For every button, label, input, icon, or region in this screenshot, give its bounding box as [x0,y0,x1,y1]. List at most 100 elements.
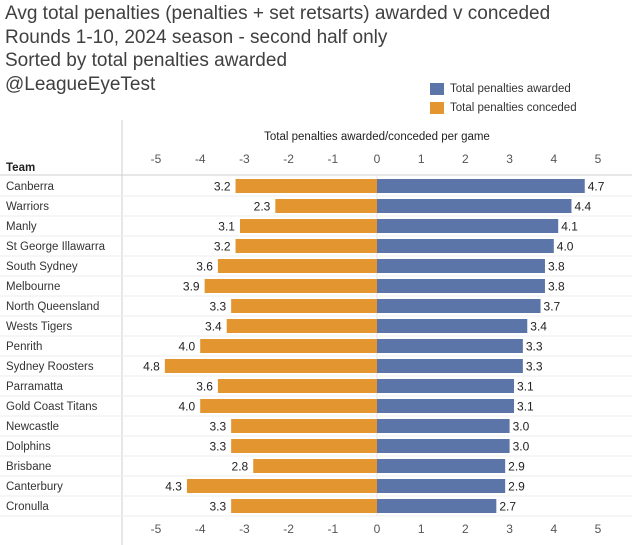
bar-awarded [377,279,545,293]
x-tick-label-top: -1 [327,152,338,166]
team-label: South Sydney [6,261,78,273]
chart-sort-note: Sorted by total penalties awarded [5,50,288,71]
bar-awarded [377,319,528,333]
team-label: Sydney Roosters [6,361,94,373]
x-tick-label-top: 4 [550,152,557,166]
bar-awarded-value: 3.3 [526,340,543,354]
bar-awarded-value: 4.0 [557,240,574,254]
legend: Total penalties awarded Total penalties … [430,79,577,117]
team-label: Parramatta [6,381,63,393]
bar-conceded [253,459,377,473]
team-label: St George Illawarra [6,241,106,253]
bar-conceded-value: 4.8 [143,360,160,374]
bar-awarded-value: 3.0 [513,420,530,434]
bar-awarded-value: 2.9 [508,480,525,494]
bar-awarded-value: 2.7 [499,500,516,514]
team-label: Canberra [6,181,55,193]
bar-conceded-value: 2.8 [232,460,249,474]
bar-conceded [231,499,377,513]
x-tick-label-bottom: 4 [550,522,557,536]
bar-conceded-value: 3.2 [214,180,231,194]
chart-subtitle: Rounds 1-10, 2024 season - second half o… [5,26,388,48]
bar-conceded-value: 3.6 [196,380,213,394]
chart-title: Avg total penalties (penalties + set ret… [5,3,551,24]
title-block: Avg total penalties (penalties + set ret… [5,2,550,96]
x-tick-label-top: 2 [462,152,469,166]
bar-awarded [377,499,497,513]
bar-conceded-value: 3.3 [209,420,226,434]
bar-awarded [377,459,506,473]
bar-awarded-value: 3.8 [548,260,565,274]
bar-conceded-value: 3.6 [196,260,213,274]
bar-awarded [377,219,559,233]
bar-awarded-value: 3.1 [517,400,534,414]
x-tick-label-bottom: -4 [195,522,206,536]
bar-conceded [231,439,377,453]
bar-conceded-value: 3.3 [209,440,226,454]
bar-conceded [235,239,377,253]
bar-conceded [231,299,377,313]
bar-awarded [377,399,515,413]
bar-awarded-value: 3.0 [513,440,530,454]
legend-label-conceded: Total penalties conceded [450,101,577,114]
team-label: Wests Tigers [6,321,72,333]
bar-awarded [377,179,585,193]
bar-conceded-value: 4.3 [165,480,182,494]
bar-conceded-value: 4.0 [179,340,196,354]
legend-label-awarded: Total penalties awarded [450,82,571,95]
bar-awarded [377,419,510,433]
x-tick-label-bottom: -1 [327,522,338,536]
x-tick-label-top: 0 [374,152,381,166]
x-tick-label-top: 5 [595,152,602,166]
bar-awarded-value: 3.4 [530,320,547,334]
legend-item-conceded[interactable]: Total penalties conceded [430,98,577,117]
bar-conceded [186,479,377,493]
bar-conceded [235,179,377,193]
legend-swatch-awarded [430,82,444,95]
bar-conceded-value: 4.0 [179,400,196,414]
chart-author: @LeagueEyeTest [5,73,156,95]
bar-awarded-value: 4.4 [574,200,591,214]
team-label: Brisbane [6,461,51,473]
bar-conceded [217,379,377,393]
bar-conceded-value: 3.4 [205,320,222,334]
team-label: Gold Coast Titans [6,401,98,413]
x-tick-label-top: -5 [151,152,162,166]
team-label: Manly [6,221,37,233]
bar-conceded [200,339,377,353]
bar-awarded-value: 4.1 [561,220,578,234]
team-label: Cronulla [6,501,49,513]
x-tick-label-bottom: 2 [462,522,469,536]
x-tick-label-bottom: -2 [283,522,294,536]
team-label: Penrith [6,341,42,353]
x-tick-label-bottom: 0 [374,522,381,536]
x-tick-label-bottom: -5 [151,522,162,536]
bar-awarded-value: 3.7 [544,300,561,314]
legend-swatch-conceded [430,101,444,114]
bar-awarded [377,379,515,393]
bar-awarded-value: 3.1 [517,380,534,394]
bar-conceded [226,319,377,333]
bar-awarded [377,439,510,453]
bar-awarded [377,239,554,253]
x-tick-label-bottom: 3 [506,522,513,536]
team-column-header: Team [6,162,35,174]
bar-conceded-value: 3.2 [214,240,231,254]
bar-awarded-value: 4.7 [588,180,605,194]
team-label: Canterbury [6,481,63,493]
bar-conceded [164,359,377,373]
legend-item-awarded[interactable]: Total penalties awarded [430,79,577,98]
team-label: Warriors [6,201,49,213]
x-tick-label-top: -4 [195,152,206,166]
team-label: Melbourne [6,281,60,293]
x-tick-label-top: 1 [418,152,425,166]
bar-conceded-value: 3.3 [209,300,226,314]
bar-conceded [200,399,377,413]
team-label: Dolphins [6,441,51,453]
x-tick-label-top: -3 [239,152,250,166]
x-tick-label-bottom: -3 [239,522,250,536]
bar-awarded [377,259,545,273]
bar-conceded-value: 3.3 [209,500,226,514]
bar-awarded [377,359,523,373]
